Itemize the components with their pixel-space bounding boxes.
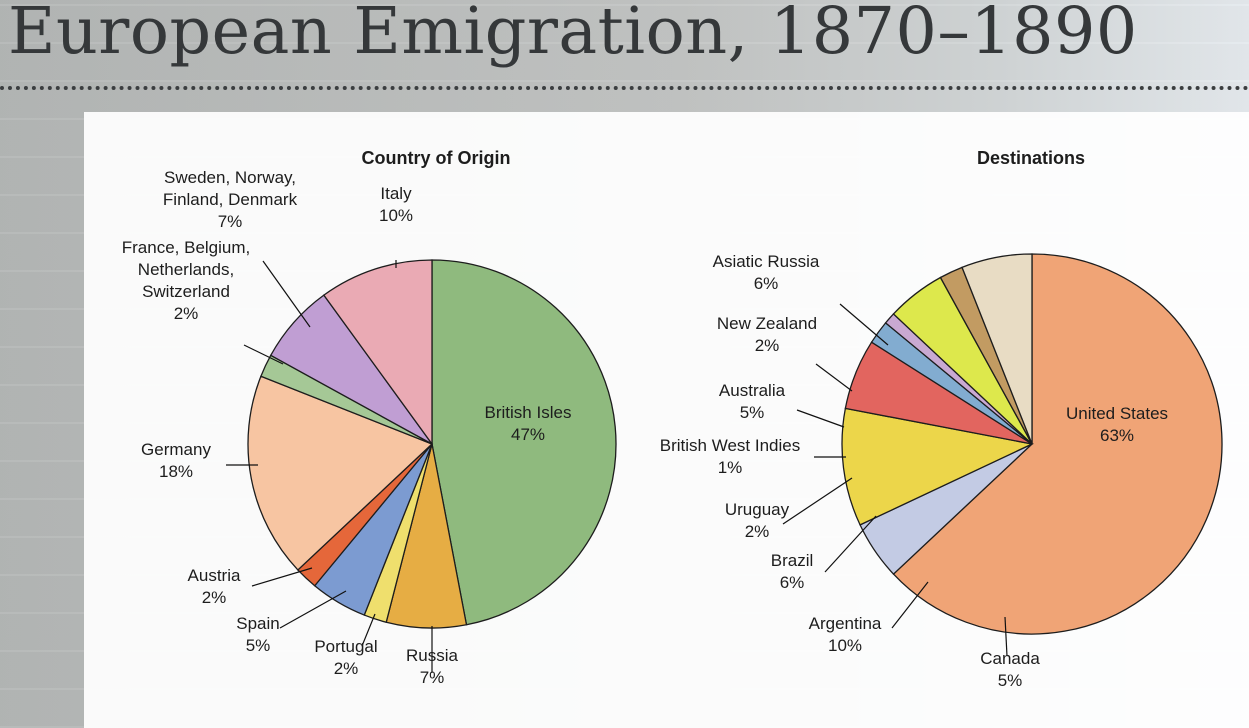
slice-label-argentina: Argentina 10%: [809, 614, 882, 655]
slice-label-uruguay: Uruguay 2%: [725, 500, 790, 541]
slice-label-asiatic-russia: Asiatic Russia 6%: [713, 252, 820, 293]
leader-line-australia: [796, 409, 845, 428]
pie-slice-british-isles: [431, 259, 617, 626]
slice-label-austria: Austria 2%: [188, 566, 241, 607]
slice-label-british-west-indies: British West Indies 1%: [660, 436, 800, 477]
leader-line-asiatic-russia: [839, 303, 889, 346]
slice-label-italy: Italy 10%: [379, 184, 413, 225]
leader-line-france-belgium-netherlands-switzerland: [243, 344, 284, 365]
slice-label-british-isles: British Isles 47%: [485, 403, 572, 444]
pie-slice-germany: [247, 375, 434, 571]
slice-label-united-states: United States 63%: [1066, 404, 1168, 445]
leader-line-austria: [251, 567, 313, 587]
leader-line-brazil: [824, 515, 877, 573]
pie-slice-united-states: [892, 253, 1223, 635]
slice-label-russia: Russia 7%: [406, 646, 459, 687]
chart-title: Country of Origin: [362, 148, 511, 168]
page-title: European Emigration, 1870–1890: [8, 0, 1138, 69]
pie-slice-asiatic-russia: [961, 253, 1033, 445]
leader-line-portugal: [361, 613, 376, 647]
slice-label-canada: Canada 5%: [980, 649, 1040, 690]
pie-chart-destinations: Destinations United States 63% Canada 5% Arge…: [660, 148, 1223, 690]
dotted-divider: [0, 86, 1249, 90]
slice-label-australia: Australia 5%: [719, 381, 786, 422]
leader-line-sweden-norway-finland-denmark: [262, 260, 311, 328]
pie-slice-argentina: [841, 407, 1035, 526]
chart-title: Destinations: [977, 148, 1085, 168]
slice-label-portugal: Portugal 2%: [314, 637, 377, 678]
pie-chart-country-of-origin: Country of Origin British Isles 47% Russia 7…: [122, 148, 617, 687]
slice-label-spain: Spain 5%: [236, 614, 279, 655]
leader-line-argentina: [891, 581, 929, 629]
leader-line-new-zealand: [815, 363, 853, 392]
leader-line-uruguay: [782, 477, 853, 525]
leader-line-canada: [1004, 616, 1008, 657]
leader-line-spain: [279, 590, 347, 629]
slice-label-sweden-norway-finland-denmark: Sweden, Norway, Finland, Denmark 7%: [163, 168, 298, 231]
slice-label-france-belgium-netherlands-switzerland: France, Belgium, Netherlands, Switzerland 2…: [122, 238, 251, 323]
pie-slice-italy: [322, 259, 433, 447]
slice-label-brazil: Brazil 6%: [771, 551, 814, 592]
slice-label-new-zealand: New Zealand 2%: [717, 314, 817, 355]
slice-label-germany: Germany 18%: [141, 440, 211, 481]
